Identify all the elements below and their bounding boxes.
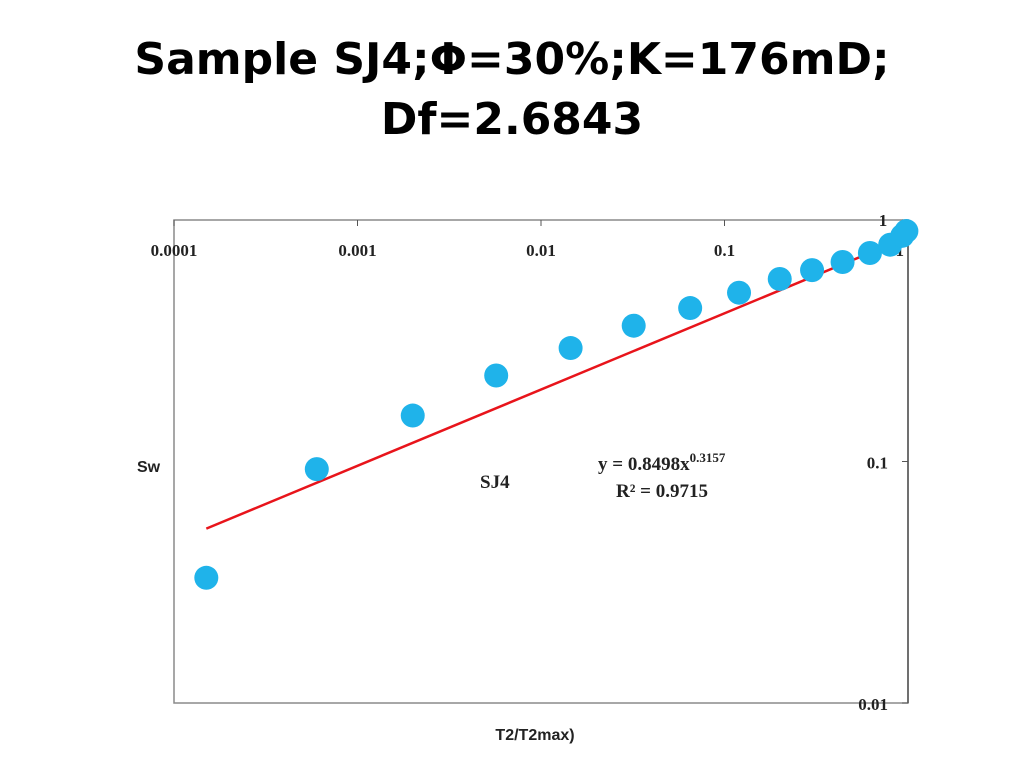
data-point bbox=[400, 403, 425, 428]
data-point bbox=[304, 457, 329, 482]
y-tick-label: 1 bbox=[879, 211, 888, 230]
x-tick-label: 0.1 bbox=[714, 241, 735, 260]
y-axis-ticks: 1 0.1 0.01 bbox=[858, 211, 908, 714]
slide-title: Sample SJ4;Φ=30%;K=176mD; Df=2.6843 bbox=[0, 30, 1024, 150]
x-tick-label: 0.01 bbox=[526, 241, 556, 260]
slide-title-line-1: Sample SJ4;Φ=30%;K=176mD; bbox=[134, 34, 890, 85]
equation-base: y = 0.8498x bbox=[598, 454, 690, 475]
data-point bbox=[621, 313, 646, 338]
data-point bbox=[484, 363, 509, 388]
trendline-equation: y = 0.8498x0.3157 bbox=[598, 450, 726, 475]
data-point bbox=[830, 250, 855, 275]
y-axis-label: Sw bbox=[137, 459, 161, 476]
y-tick-label: 0.01 bbox=[858, 695, 888, 714]
y-tick-label: 0.1 bbox=[867, 454, 888, 473]
trendline-group bbox=[205, 235, 909, 530]
data-point bbox=[727, 280, 752, 305]
data-point bbox=[194, 565, 219, 590]
x-tick-label: 0.001 bbox=[338, 241, 376, 260]
plot-border bbox=[173, 219, 909, 704]
data-point bbox=[767, 266, 792, 291]
x-tick-label: 0.0001 bbox=[151, 241, 198, 260]
data-point bbox=[678, 296, 703, 321]
r-squared-label: R² = 0.9715 bbox=[616, 481, 708, 502]
data-point bbox=[800, 258, 825, 283]
x-axis-label: T2/T2max) bbox=[495, 727, 574, 744]
trendline bbox=[205, 235, 909, 530]
data-points bbox=[194, 219, 919, 590]
data-point bbox=[857, 241, 882, 266]
plot-frame bbox=[173, 219, 909, 704]
series-label: SJ4 bbox=[480, 472, 510, 493]
slide-title-line-2: Df=2.6843 bbox=[380, 94, 644, 145]
data-point bbox=[894, 219, 919, 244]
data-point bbox=[558, 336, 583, 361]
equation-exponent: 0.3157 bbox=[690, 450, 726, 465]
